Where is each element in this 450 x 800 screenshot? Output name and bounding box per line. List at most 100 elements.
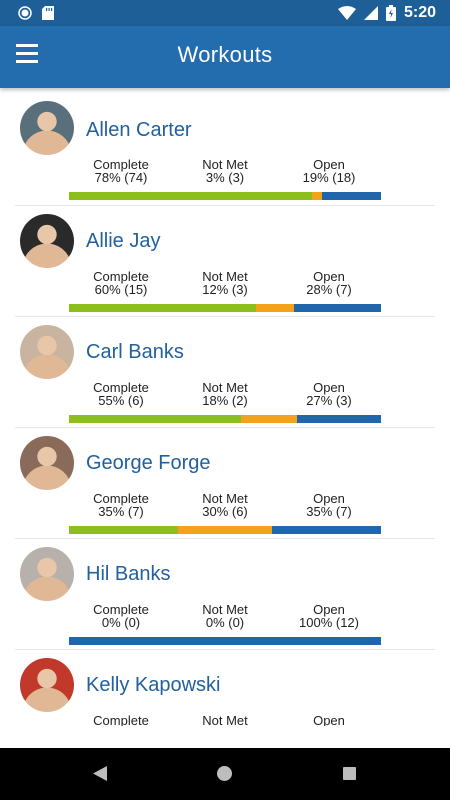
page-title: Workouts xyxy=(177,42,273,67)
user-name: Allie Jay xyxy=(86,230,161,252)
open-value: 100% (12) xyxy=(299,615,359,630)
open-segment xyxy=(69,637,381,645)
not-met-segment xyxy=(240,415,297,423)
avatar xyxy=(20,436,74,490)
stat-complete: Complete 55% (6) xyxy=(69,381,173,407)
user-name: Allen Carter xyxy=(86,119,192,141)
user-name: George Forge xyxy=(86,452,211,474)
stat-open: Open 28% (7) xyxy=(277,270,381,296)
not-met-segment xyxy=(312,192,322,200)
workout-stats: Complete Not Met Open xyxy=(69,714,381,726)
list-item[interactable]: Hil Banks Complete 0% (0) Not Met 0% (0)… xyxy=(15,539,435,650)
open-value: 28% (7) xyxy=(306,282,352,297)
complete-value: 0% (0) xyxy=(101,615,141,630)
avatar xyxy=(20,101,74,155)
not-met-label: Not Met xyxy=(202,157,248,172)
open-value: 35% (7) xyxy=(306,504,352,519)
open-label: Open xyxy=(313,380,345,395)
stat-not-met: Not Met 0% (0) xyxy=(173,603,277,629)
list-item[interactable]: Allie Jay Complete 60% (15) Not Met 12% … xyxy=(15,206,435,317)
open-label: Open xyxy=(313,602,345,617)
workout-stats: Complete 55% (6) Not Met 18% (2) Open 27… xyxy=(69,381,381,411)
complete-value: 55% (6) xyxy=(98,393,144,408)
progress-bar xyxy=(69,526,381,534)
not-met-value: 12% (3) xyxy=(202,282,248,297)
complete-label: Complete xyxy=(93,713,149,726)
menu-icon[interactable] xyxy=(16,44,42,70)
open-label: Open xyxy=(313,157,345,172)
stat-complete: Complete 0% (0) xyxy=(69,603,173,629)
open-value: 19% (18) xyxy=(302,170,356,185)
open-label: Open xyxy=(313,491,345,506)
stat-not-met: Not Met 30% (6) xyxy=(173,492,277,518)
complete-segment xyxy=(69,415,241,423)
recent-apps-icon[interactable] xyxy=(343,767,356,780)
status-bar: 5:20 xyxy=(0,0,450,26)
complete-label: Complete xyxy=(93,602,149,617)
progress-bar xyxy=(69,637,381,645)
back-icon[interactable] xyxy=(93,766,107,781)
navigation-bar xyxy=(0,748,450,800)
open-value: 27% (3) xyxy=(306,393,352,408)
complete-label: Complete xyxy=(93,269,149,284)
not-met-label: Not Met xyxy=(202,713,248,726)
not-met-value: 0% (0) xyxy=(205,615,245,630)
list-item[interactable]: Carl Banks Complete 55% (6) Not Met 18% … xyxy=(15,317,435,428)
stat-complete: Complete 60% (15) xyxy=(69,270,173,296)
user-name: Hil Banks xyxy=(86,563,171,585)
workout-stats: Complete 78% (74) Not Met 3% (3) Open 19… xyxy=(69,158,381,188)
stat-not-met: Not Met 3% (3) xyxy=(173,158,277,184)
stat-complete: Complete xyxy=(69,714,173,726)
stat-open: Open 19% (18) xyxy=(277,158,381,184)
not-met-value: 30% (6) xyxy=(202,504,248,519)
open-label: Open xyxy=(313,269,345,284)
open-segment xyxy=(293,304,381,312)
user-name: Carl Banks xyxy=(86,341,184,363)
workout-stats: Complete 60% (15) Not Met 12% (3) Open 2… xyxy=(69,270,381,300)
list-item[interactable]: George Forge Complete 35% (7) Not Met 30… xyxy=(15,428,435,539)
complete-value: 78% (74) xyxy=(94,170,148,185)
open-label: Open xyxy=(313,713,345,726)
not-met-value: 18% (2) xyxy=(202,393,248,408)
complete-value: 60% (15) xyxy=(94,282,148,297)
complete-label: Complete xyxy=(93,491,149,506)
user-name: Kelly Kapowski xyxy=(86,674,221,696)
not-met-label: Not Met xyxy=(202,380,248,395)
home-icon[interactable] xyxy=(217,766,232,781)
stat-open: Open 100% (12) xyxy=(277,603,381,629)
complete-segment xyxy=(69,192,313,200)
stat-not-met: Not Met xyxy=(173,714,277,726)
stat-not-met: Not Met 18% (2) xyxy=(173,381,277,407)
stat-complete: Complete 78% (74) xyxy=(69,158,173,184)
stat-open: Open 35% (7) xyxy=(277,492,381,518)
workout-stats: Complete 35% (7) Not Met 30% (6) Open 35… xyxy=(69,492,381,522)
complete-segment xyxy=(69,304,257,312)
not-met-segment xyxy=(256,304,294,312)
list-item[interactable]: Kelly Kapowski Complete Not Met Open xyxy=(15,650,435,726)
list-item[interactable]: Allen Carter Complete 78% (74) Not Met 3… xyxy=(15,88,435,206)
avatar xyxy=(20,214,74,268)
not-met-label: Not Met xyxy=(202,269,248,284)
battery-icon xyxy=(385,5,396,21)
clock: 5:20 xyxy=(403,4,436,21)
open-segment xyxy=(296,415,381,423)
complete-label: Complete xyxy=(93,157,149,172)
open-segment xyxy=(321,192,381,200)
complete-segment xyxy=(69,526,179,534)
stat-open: Open xyxy=(277,714,381,726)
notification-dot-icon xyxy=(18,6,32,20)
stat-open: Open 27% (3) xyxy=(277,381,381,407)
not-met-label: Not Met xyxy=(202,491,248,506)
avatar xyxy=(20,658,74,712)
progress-bar xyxy=(69,415,381,423)
not-met-value: 3% (3) xyxy=(205,170,245,185)
sd-card-icon xyxy=(42,6,54,20)
not-met-segment xyxy=(178,526,272,534)
avatar xyxy=(20,325,74,379)
stat-complete: Complete 35% (7) xyxy=(69,492,173,518)
open-segment xyxy=(271,526,381,534)
workout-stats: Complete 0% (0) Not Met 0% (0) Open 100%… xyxy=(69,603,381,633)
complete-value: 35% (7) xyxy=(98,504,144,519)
signal-icon xyxy=(363,6,378,20)
workout-list: Allen Carter Complete 78% (74) Not Met 3… xyxy=(0,88,450,726)
